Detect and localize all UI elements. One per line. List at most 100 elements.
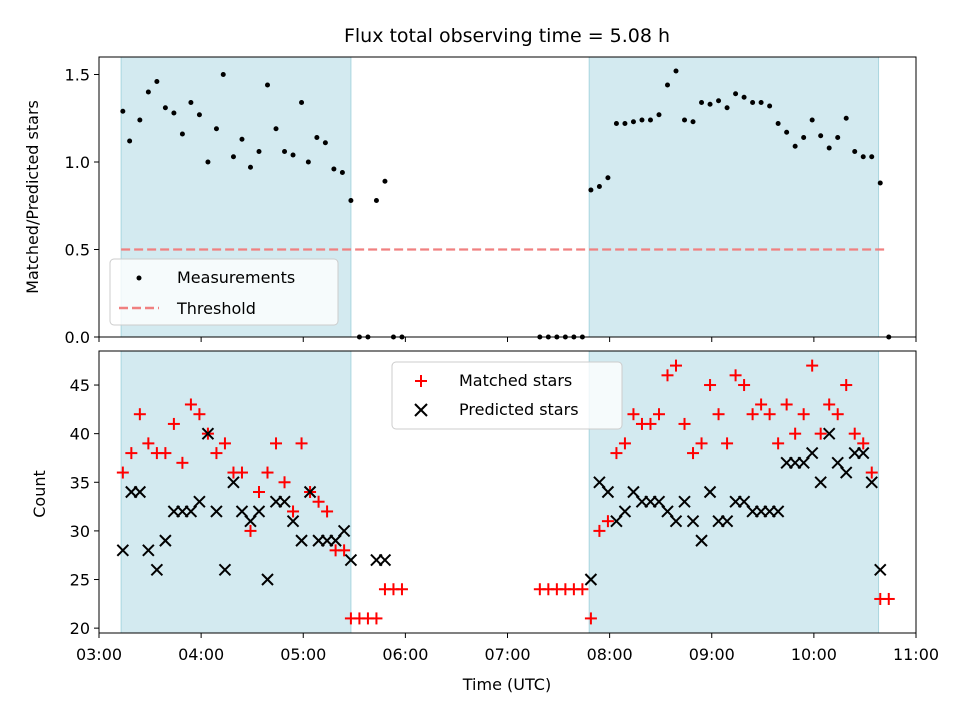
predicted-stars-point [252,505,266,518]
predicted-stars-point [669,514,683,528]
predicted-stars-point [261,573,274,586]
legend-predicted-label: Predicted stars [459,400,579,419]
x-axis-label: Time (UTC) [462,675,551,694]
matched-stars-point [840,379,853,392]
predicted-stars-point [218,563,232,577]
measurement-point [171,110,177,116]
predicted-stars-point [840,466,853,479]
measurement-point [596,184,602,189]
measurement-point [220,72,226,77]
measurement-point [120,108,126,114]
matched-stars-point [797,408,810,421]
bottom-legend-box [391,361,623,430]
measurement-point [145,89,151,95]
predicted-stars-point [378,553,392,567]
measurement-point [205,159,211,165]
predicted-stars-point [159,534,172,547]
measurement-point [673,68,679,74]
matched-stars-point [789,427,802,440]
bottom-y-tick-label: 30 [70,522,90,541]
predicted-stars-point [150,563,164,577]
measurement-point [331,166,337,172]
measurement-point [860,154,866,160]
measurement-point [809,117,815,123]
matched-stars-point [865,466,878,479]
bottom-x-tick-label: 09:00 [689,645,735,664]
predicted-stars-point [865,476,878,489]
predicted-stars-point [601,485,615,499]
measurement-point [647,117,653,123]
measurement-point [127,138,133,144]
measurement-point [348,198,354,203]
matched-stars-point [278,476,291,489]
matched-stars-point [125,447,138,460]
predicted-stars-point [303,485,317,499]
matched-stars-point [312,495,325,508]
bottom-y-axis-label: Count [30,470,49,518]
measurement-point [682,117,688,123]
matched-stars-point [210,447,223,460]
predicted-stars-point [686,514,700,528]
measurement-point [230,154,236,160]
predicted-stars-point [210,505,223,518]
matched-stars-point [252,486,265,498]
measurement-point [741,94,747,100]
top-y-tick-label: 0.0 [65,328,90,347]
matched-stars-point [584,612,597,625]
matched-stars-point [644,417,657,430]
measurement-point [382,178,388,184]
top-legend: Measurements Threshold [109,258,339,326]
matched-stars-point [235,466,248,479]
predicted-stars-point [337,524,351,538]
measurement-point [707,101,713,107]
measurement-point [792,143,798,149]
matched-stars-point [116,466,129,479]
matched-stars-point [882,592,895,605]
matched-stars-point [321,505,334,518]
matched-stars-point [576,583,589,596]
measurement-point [664,82,670,88]
matched-stars-point [721,437,734,450]
bottom-y-tick-label: 40 [70,425,90,444]
matched-stars-point [133,408,146,421]
predicted-stars-point [695,534,708,547]
bottom-x-tick-label: 10:00 [791,645,837,664]
measurement-point [290,152,296,158]
matched-stars-point [627,408,640,421]
measurement-point [716,98,722,104]
measurement-point [273,126,279,132]
matched-stars-point [218,437,231,450]
measurement-point [690,119,696,125]
bottom-y-tick-label: 45 [70,376,90,395]
predicted-stars-point [720,514,734,528]
matched-stars-point [370,612,383,625]
matched-stars-point [601,515,614,528]
measurement-point [299,100,305,105]
matched-stars-point [704,379,717,392]
matched-stars-point [780,398,793,411]
measurement-point [733,91,739,97]
measurement-point [818,133,824,139]
legend-measurements-label: Measurements [177,268,295,287]
measurement-point [852,149,858,154]
measurement-point [162,105,168,111]
legend-predicted-marker [414,403,428,417]
legend-threshold-label: Threshold [176,299,256,318]
matched-stars-point [142,437,155,450]
measurement-point [605,175,611,181]
bottom-x-tick-label: 07:00 [484,645,530,664]
measurement-point [750,100,756,105]
measurement-point [137,117,143,123]
matched-stars-point [772,437,785,450]
matched-stars-point [610,447,623,460]
measurement-point [239,136,245,142]
bottom-y-tick-label: 25 [70,571,90,590]
measurement-point [826,145,832,151]
bottom-x-tick-label: 05:00 [280,645,326,664]
measurement-point [835,135,841,140]
chart-title: Flux total observing time = 5.08 h [344,25,670,47]
matched-stars-point [823,398,836,411]
measurement-point [801,135,807,140]
measurement-point [373,198,379,203]
